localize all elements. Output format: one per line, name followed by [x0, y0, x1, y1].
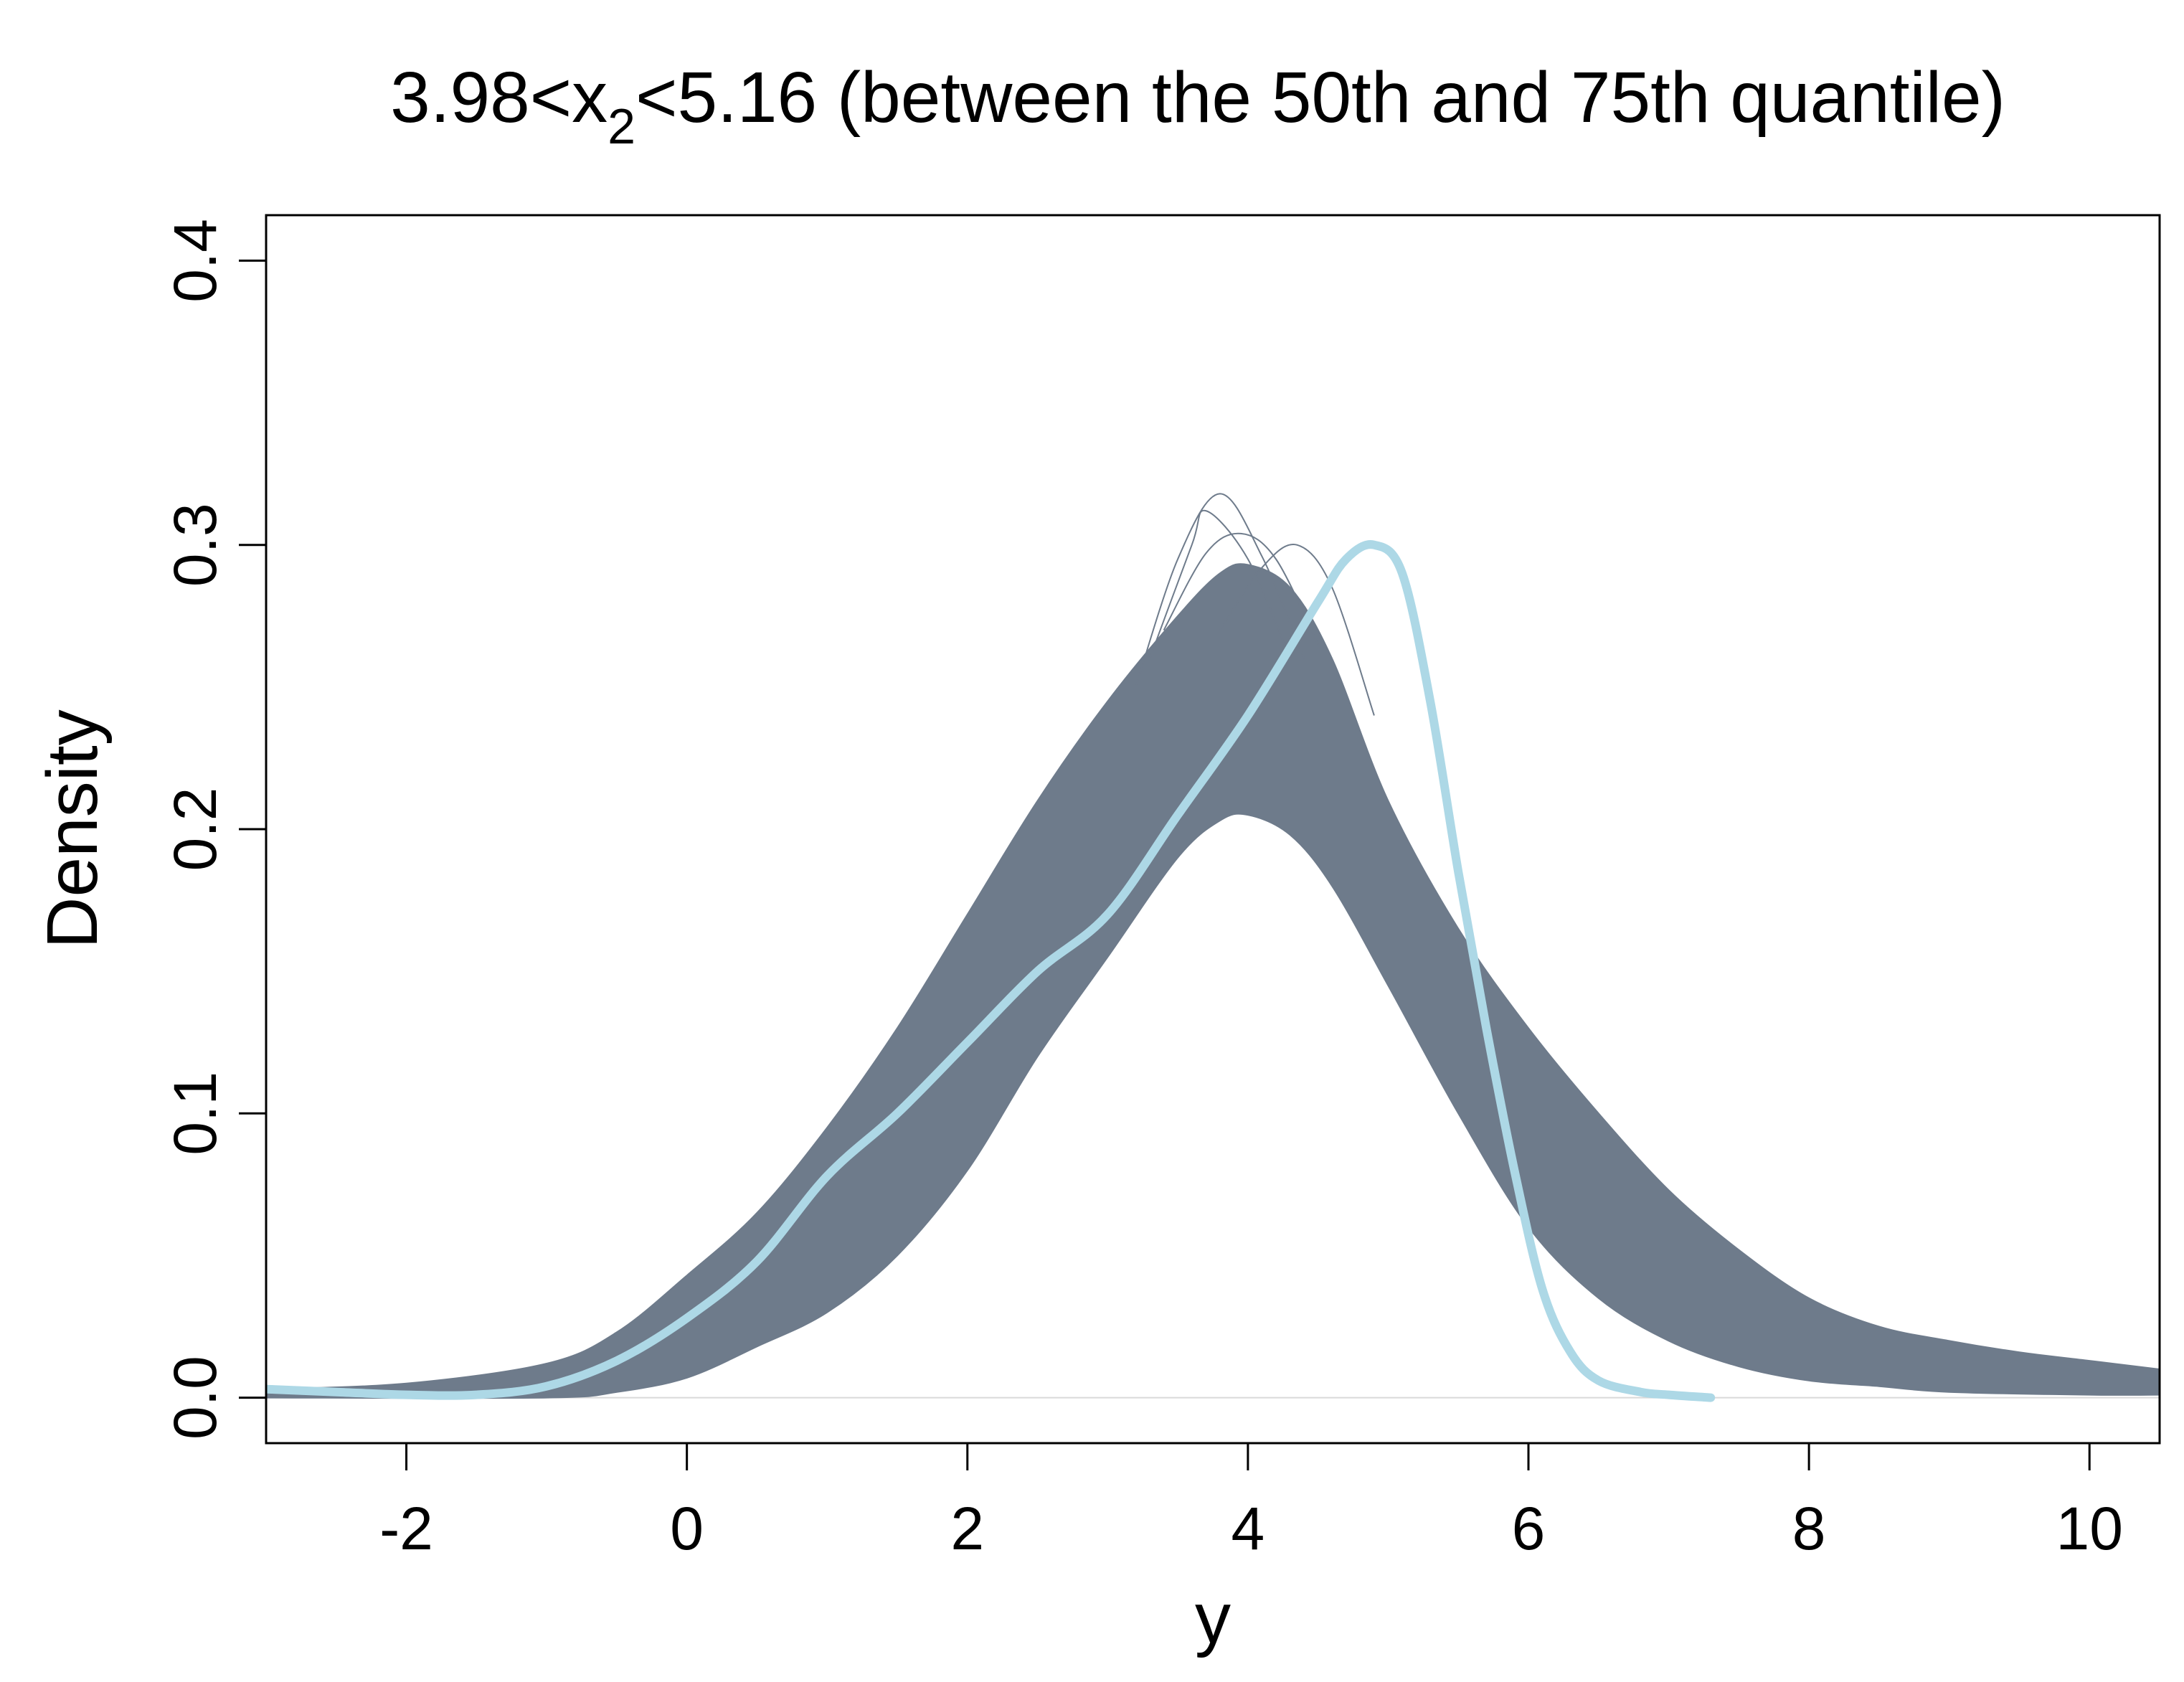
plot-frame — [265, 214, 2161, 1445]
density-draw-line-2 — [1149, 509, 1291, 659]
x-tick-label: -2 — [379, 1495, 433, 1562]
y-tick-label: 0.3 — [161, 503, 229, 587]
true-density-line — [266, 540, 1716, 1402]
y-axis-label: Density — [32, 709, 113, 948]
x-tick-label: 4 — [1232, 1495, 1265, 1562]
y-tick-label: 0.1 — [161, 1072, 229, 1156]
x-tick-label: 6 — [1512, 1495, 1546, 1562]
y-tick-label: 0.4 — [161, 219, 229, 303]
x-tick-label: 0 — [670, 1495, 704, 1562]
x-tick-label: 2 — [950, 1495, 984, 1562]
y-axis: 0.0 0.1 0.2 0.3 0.4 — [161, 219, 268, 1440]
density-draw-line-1 — [1135, 493, 1305, 688]
chart-title-prefix: 3.98<x — [390, 57, 608, 138]
density-draw-line-3 — [1219, 543, 1375, 716]
x-tick-label: 8 — [1792, 1495, 1826, 1562]
chart-title-suffix: <5.16 (between the 50th and 75th quantil… — [635, 57, 2005, 138]
chart-title-subscript: 2 — [608, 98, 635, 154]
density-draw-line-4 — [1163, 532, 1319, 645]
x-axis-label: y — [1195, 1578, 1231, 1658]
y-tick-label: 0.2 — [161, 788, 229, 871]
y-tick-label: 0.0 — [161, 1356, 229, 1440]
x-axis: -2 0 2 4 6 8 10 — [379, 1442, 2123, 1562]
density-draws-band — [266, 563, 2160, 1399]
plot-area — [266, 493, 2160, 1402]
chart-title: 3.98<x2<5.16 (between the 50th and 75th … — [390, 57, 2005, 154]
x-tick-label: 10 — [2056, 1495, 2123, 1562]
